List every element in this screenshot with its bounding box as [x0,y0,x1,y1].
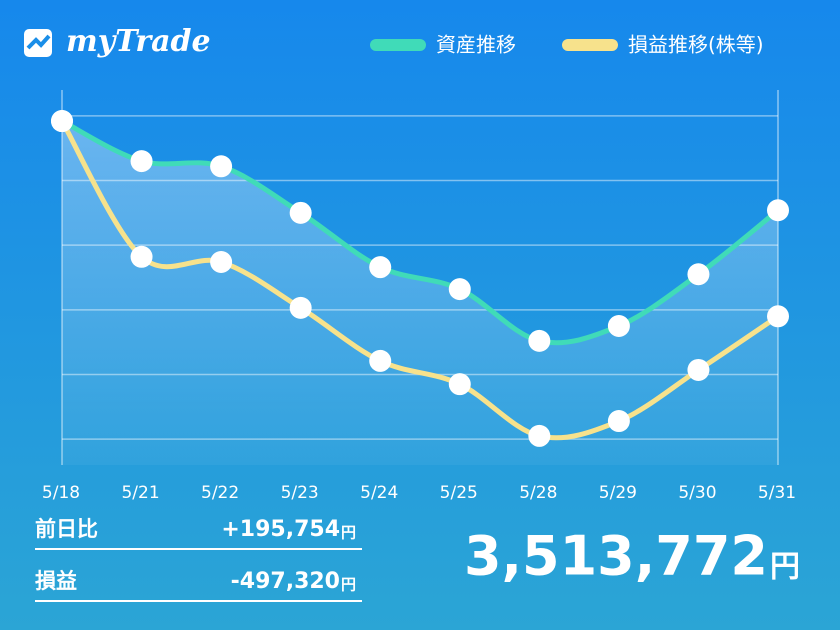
data-point [210,155,233,178]
x-tick-label: 5/18 [42,483,80,503]
summary-unit: 円 [341,524,356,542]
legend-label: 資産推移 [436,33,516,57]
data-point [369,349,392,372]
data-point [687,358,710,381]
series-line [59,118,781,346]
data-point [607,314,630,337]
data-point [607,410,630,433]
summary-unit: 円 [341,576,356,594]
x-tick-label: 5/30 [678,483,716,503]
data-point [767,199,789,222]
x-tick-label: 5/21 [121,483,159,503]
data-point [51,110,73,133]
legend: 資産推移 損益推移(株等) [370,33,764,57]
plot: 5/18 5/21 5/22 5/23 5/24 5/25 5/28 5/29 5/30 5/31 [42,90,796,503]
data-point [369,256,392,279]
data-point [528,424,551,447]
data-point [130,150,153,173]
x-tick-label: 5/31 [758,483,796,503]
x-tick-label: 5/22 [201,483,239,503]
summary: 前日比 +195,754 円損益 -497,320 円 3,513,772 円 [35,517,800,602]
x-tick-label: 5/29 [599,483,637,503]
x-tick-label: 5/28 [519,483,557,503]
data-point [289,296,312,319]
data-point [448,278,471,301]
x-tick-label: 5/25 [440,483,478,503]
area-fill [62,121,778,465]
total-value: 3,513,772 [464,525,768,588]
data-point [130,245,153,268]
logo-icon [24,29,52,57]
total-unit: 円 [770,550,800,585]
summary-label: 前日比 [35,517,98,541]
summary-value: -497,320 [231,569,340,594]
series-line [59,118,781,441]
data-point [289,201,312,224]
summary-label: 損益 [35,569,77,593]
legend-label: 損益推移(株等) [628,33,764,57]
data-point [210,250,233,273]
summary-value: +195,754 [221,517,340,542]
x-tick-label: 5/24 [360,483,398,503]
app-name: myTrade [66,24,211,59]
data-point [687,263,710,286]
x-tick-label: 5/23 [281,483,319,503]
data-point [448,373,471,396]
data-point [528,329,551,352]
data-point [767,305,789,328]
